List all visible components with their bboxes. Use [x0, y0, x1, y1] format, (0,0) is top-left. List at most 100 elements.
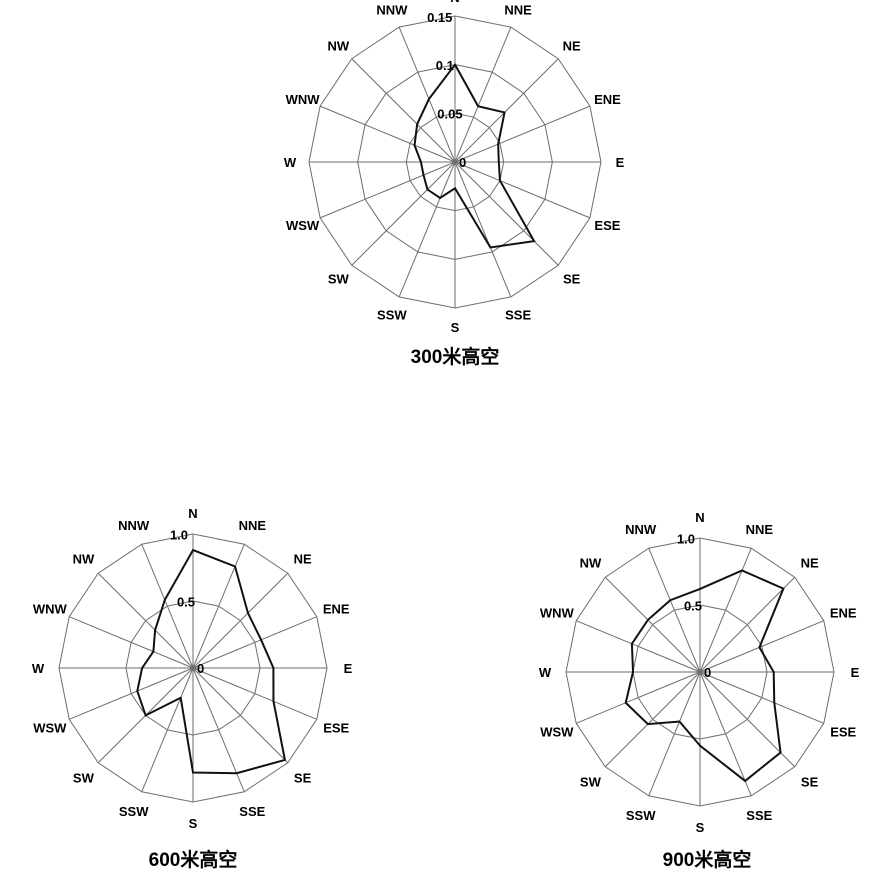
data-point-nw-300m — [416, 123, 418, 125]
spoke-se-900m — [699, 671, 796, 768]
data-point-ne-600m — [247, 612, 249, 614]
data-point-nnw-300m — [428, 98, 430, 100]
direction-label-sw-300m: SW — [328, 272, 350, 287]
data-point-sse-600m — [235, 772, 238, 775]
direction-label-e-300m: E — [616, 155, 625, 170]
direction-label-se-300m: SE — [563, 272, 581, 287]
data-point-ssw-600m — [179, 696, 182, 699]
direction-label-n-900m: N — [695, 510, 704, 525]
spoke-sw-900m — [604, 671, 701, 768]
direction-label-wnw-900m: WNW — [540, 606, 575, 621]
spoke-sse-600m — [192, 667, 245, 792]
data-point-ssw-900m — [678, 720, 681, 723]
data-point-sse-900m — [744, 780, 746, 782]
spoke-nne-300m — [454, 26, 512, 163]
data-point-nnw-900m — [669, 599, 672, 601]
data-point-wnw-600m — [152, 650, 155, 653]
data-point-w-900m — [632, 671, 634, 673]
spoke-ese-900m — [699, 671, 824, 724]
direction-label-ssw-900m: SSW — [626, 808, 656, 823]
data-point-e-900m — [772, 671, 775, 673]
spoke-ene-600m — [192, 616, 317, 669]
wind-rose-600m: N NNE NE ENE E ESE SE SSE S SSW SW WSW W WNW NW NNW 0 0.5… — [32, 506, 353, 831]
data-point-sw-600m — [144, 714, 147, 717]
direction-label-nne-900m: NNE — [746, 522, 774, 537]
spoke-wsw-900m — [576, 671, 701, 724]
direction-label-w-900m: W — [539, 665, 552, 680]
spoke-nw-900m — [604, 576, 701, 673]
direction-label-ese-300m: ESE — [594, 218, 620, 233]
frequency-polygon-300m — [413, 62, 536, 249]
radial-tick-label-1-300m: 0.05 — [437, 107, 462, 122]
data-point-nne-600m — [234, 565, 236, 568]
spoke-nne-900m — [699, 548, 752, 673]
direction-label-wsw-900m: WSW — [540, 724, 574, 739]
data-point-w-300m — [420, 161, 422, 163]
direction-label-sse-300m: SSE — [505, 307, 531, 322]
direction-label-w-300m: W — [284, 155, 297, 170]
data-point-nnw-600m — [163, 599, 166, 601]
direction-label-wsw-600m: WSW — [33, 720, 67, 735]
spoke-sse-900m — [699, 671, 752, 796]
direction-label-nw-600m: NW — [73, 551, 95, 566]
data-point-nne-300m — [477, 105, 479, 108]
direction-label-s-600m: S — [189, 816, 198, 831]
direction-label-ne-600m: NE — [294, 551, 312, 566]
data-point-ssw-300m — [439, 197, 441, 199]
spoke-sw-300m — [351, 161, 456, 266]
spoke-nnw-600m — [141, 544, 194, 669]
data-point-se-300m — [533, 240, 535, 242]
spoke-wnw-900m — [576, 620, 701, 673]
spoke-ene-300m — [454, 105, 591, 163]
radial-tick-label-3-300m: 0.15 — [427, 10, 452, 25]
direction-label-sse-900m: SSE — [746, 808, 772, 823]
direction-label-w-600m: W — [32, 661, 45, 676]
data-point-e-600m — [272, 667, 275, 669]
direction-label-ssw-600m: SSW — [119, 804, 149, 819]
data-point-wnw-900m — [631, 642, 633, 645]
spoke-ne-900m — [699, 576, 796, 673]
chart-title-600m: 600米高空 — [149, 848, 238, 871]
direction-label-se-900m: SE — [801, 775, 819, 790]
data-point-n-900m — [699, 588, 701, 590]
direction-label-ne-900m: NE — [801, 555, 819, 570]
direction-label-ene-600m: ENE — [323, 602, 350, 617]
data-point-sse-300m — [489, 246, 492, 249]
data-point-ne-300m — [503, 111, 506, 114]
spoke-nw-300m — [351, 58, 456, 163]
direction-label-se-600m: SE — [294, 771, 312, 786]
direction-label-n-600m: N — [188, 506, 197, 521]
spoke-sse-300m — [454, 161, 512, 298]
direction-label-ne-300m: NE — [563, 38, 581, 53]
spoke-ssw-900m — [648, 671, 701, 796]
radial-tick-label-0-300m: 0 — [459, 155, 466, 170]
radial-tick-label-2-900m: 1.0 — [677, 532, 695, 547]
data-point-se-900m — [779, 751, 782, 754]
direction-label-n-300m: N — [450, 0, 459, 5]
data-point-ese-600m — [272, 700, 275, 703]
data-point-wnw-300m — [413, 144, 416, 147]
spoke-nw-600m — [97, 572, 194, 669]
spoke-ne-600m — [192, 572, 289, 669]
direction-label-nw-300m: NW — [327, 38, 349, 53]
direction-label-s-900m: S — [696, 820, 705, 835]
data-point-nne-900m — [741, 569, 743, 572]
radial-tick-label-0-600m: 0 — [197, 661, 204, 676]
data-point-ene-900m — [758, 646, 761, 649]
spoke-nnw-900m — [648, 548, 701, 673]
data-point-s-300m — [454, 187, 456, 190]
spoke-ene-900m — [699, 620, 824, 673]
radial-tick-label-1-900m: 0.5 — [684, 598, 702, 613]
spoke-nnw-300m — [398, 26, 456, 163]
wind-rose-900m: N NNE NE ENE E ESE SE SSE S SSW SW WSW W WNW NW NNW 0 0.5… — [539, 510, 860, 835]
data-point-s-900m — [699, 744, 701, 747]
direction-label-wnw-300m: WNW — [286, 92, 321, 107]
spoke-se-300m — [454, 161, 559, 266]
data-point-nw-900m — [647, 619, 649, 621]
direction-label-nne-600m: NNE — [239, 518, 267, 533]
spoke-ese-300m — [454, 161, 591, 219]
spoke-ne-300m — [454, 58, 559, 163]
data-point-sw-900m — [647, 723, 649, 725]
direction-label-ese-600m: ESE — [323, 720, 349, 735]
